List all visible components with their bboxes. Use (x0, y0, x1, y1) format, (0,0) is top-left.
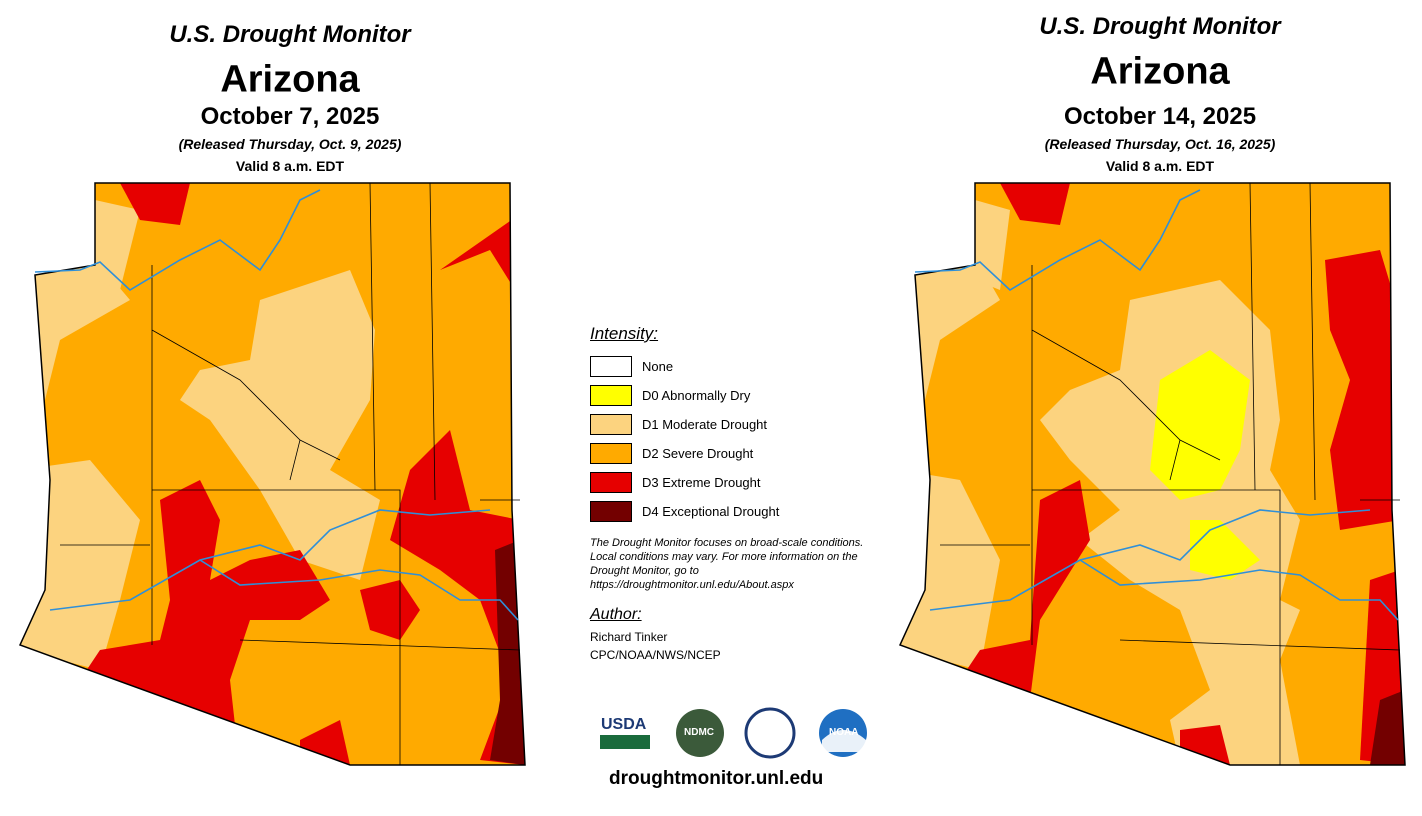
map-released: (Released Thursday, Oct. 9, 2025) (178, 136, 402, 152)
legend: Intensity: None D0 Abnormally Dry D1 Modera… (590, 324, 875, 662)
map-state: Arizona (220, 58, 360, 101)
map-oct14 (898, 182, 1406, 766)
legend-swatch (590, 414, 632, 435)
legend-item: None (590, 352, 875, 381)
map-state: Arizona (1090, 50, 1230, 93)
logo-label: NOAA (829, 727, 859, 738)
logo-label: NDMC (684, 727, 714, 738)
map-header: U.S. Drought Monitor (169, 21, 411, 48)
legend-label: D1 Moderate Drought (642, 417, 768, 432)
map-valid: Valid 8 a.m. EDT (235, 158, 345, 174)
legend-swatch (590, 472, 632, 493)
legend-label: D2 Severe Drought (642, 446, 754, 461)
legend-label: None (642, 359, 674, 374)
map-oct7 (18, 182, 526, 766)
legend-swatch (590, 385, 632, 406)
logos (600, 707, 867, 759)
legend-item: D0 Abnormally Dry (590, 381, 875, 410)
author-org: CPC/NOAA/NWS/NCEP (590, 648, 721, 662)
url: droughtmonitor.unl.edu (609, 768, 824, 789)
map-valid: Valid 8 a.m. EDT (1105, 158, 1215, 174)
legend-item: D3 Extreme Drought (590, 468, 875, 497)
legend-label: D3 Extreme Drought (642, 475, 761, 490)
logo-label: USDA (601, 716, 647, 733)
legend-label: D0 Abnormally Dry (642, 388, 751, 403)
legend-item: D4 Exceptional Drought (590, 497, 875, 526)
legend-swatch (590, 443, 632, 464)
map-date: October 14, 2025 (1063, 103, 1257, 130)
legend-item: D2 Severe Drought (590, 439, 875, 468)
legend-swatch (590, 501, 632, 522)
legend-label: D4 Exceptional Drought (642, 504, 780, 519)
author-title: Author: (590, 606, 642, 623)
map-date: October 7, 2025 (200, 103, 380, 130)
map-header: U.S. Drought Monitor (1039, 13, 1281, 40)
legend-title: Intensity: (590, 324, 659, 343)
legend-item: D1 Moderate Drought (590, 410, 875, 439)
legend-swatch (590, 356, 632, 377)
note: The Drought Monitor focuses on broad-sca… (590, 537, 864, 591)
author-name: Richard Tinker (590, 630, 668, 644)
map-released: (Released Thursday, Oct. 16, 2025) (1044, 136, 1276, 152)
